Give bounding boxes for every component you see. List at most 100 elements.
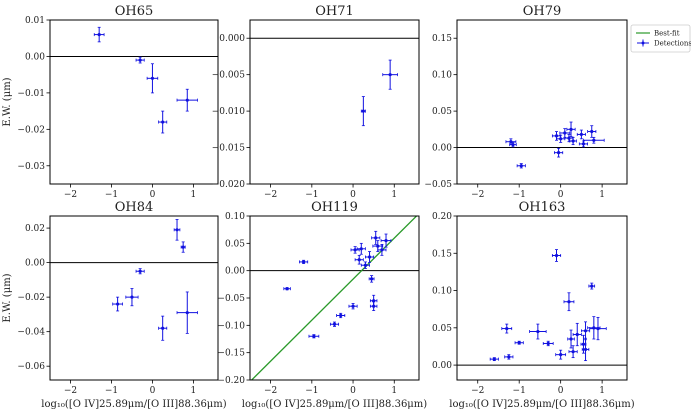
data-point-oh119-15	[371, 230, 381, 245]
y-tick-label-oh84-2: −0.02	[17, 293, 45, 303]
x-axis-label-oh84: log₁₀([O IV]25.89μm/[O III]88.36μm)	[41, 399, 227, 410]
x-tick-label-oh65-0: −2	[64, 190, 77, 200]
axes-frame-oh84	[49, 215, 219, 381]
data-point-oh163-14	[581, 337, 590, 362]
panel-title-oh119: OH119	[311, 200, 358, 215]
data-point-oh119-16	[372, 240, 384, 252]
axes-frame-oh163	[456, 215, 628, 381]
panel-title-oh84: OH84	[115, 200, 154, 215]
x-tick-label-oh163-0: −2	[471, 386, 484, 396]
data-point-oh65-1	[93, 26, 105, 43]
x-tick-label-oh79-3: 1	[599, 190, 605, 200]
x-axis-label-oh119: log₁₀([O IV]25.89μm/[O III]88.36μm)	[242, 399, 428, 410]
data-point-oh79-3	[516, 163, 526, 169]
y-tick-label-oh65-3: −0.02	[17, 125, 45, 135]
x-tick-label-oh84-1: −1	[105, 386, 118, 396]
y-tick-label-oh119-6: −0.20	[217, 376, 245, 386]
y-tick-label-oh71-1: −0.005	[212, 71, 246, 81]
y-tick-label-oh65-0: 0.01	[25, 16, 45, 26]
data-point-oh163-16	[588, 282, 596, 290]
y-tick-label-oh79-4: −0.05	[424, 180, 452, 190]
x-tick-label-oh163-1: −1	[513, 386, 526, 396]
x-tick-label-oh84-2: 0	[150, 386, 156, 396]
legend: Best-fit Detections	[630, 24, 691, 53]
y-tick-label-oh84-1: 0.00	[25, 259, 45, 269]
data-point-oh119-8	[354, 254, 364, 265]
data-point-oh84-4	[158, 315, 168, 341]
y-tick-label-oh119-4: −0.10	[217, 321, 245, 331]
best-fit-line-oh119	[250, 216, 418, 380]
data-point-oh84-6	[180, 241, 186, 253]
axes-frame-oh79	[456, 19, 628, 185]
panel-title-oh79: OH79	[523, 4, 562, 19]
data-point-oh71-2	[382, 59, 398, 90]
x-tick-label-oh119-1: −1	[305, 386, 318, 396]
y-tick-label-oh65-1: 0.00	[25, 52, 45, 62]
x-tick-label-oh71-3: 1	[391, 190, 397, 200]
panel-oh84: OH84 −2 −1 0 1 0.02 0.00 −0.02 −0.04 −0.06 log₁₀([…	[2, 200, 227, 410]
x-tick-label-oh71-0: −2	[264, 190, 277, 200]
x-tick-label-oh79-1: −1	[513, 190, 526, 200]
y-tick-label-oh79-0: 0.15	[432, 34, 452, 44]
y-tick-label-oh71-2: −0.010	[212, 107, 246, 117]
data-point-oh79-5	[554, 147, 564, 158]
y-tick-label-oh119-3: −0.05	[217, 294, 245, 304]
x-tick-label-oh65-1: −1	[105, 190, 118, 200]
y-tick-label-oh119-1: 0.05	[225, 239, 245, 249]
panel-oh163: OH163 −2 −1 0 1 0.20 0.15 0.10 0.05 0.00 log₁₀([O …	[432, 200, 635, 410]
panel-oh65: OH65 −2 −1 0 1 0.01 0.00 −0.01 −0.02 −0.03 E.W. (μ…	[2, 4, 219, 200]
y-tick-label-oh79-3: 0.00	[432, 144, 452, 154]
data-point-oh163-2	[501, 323, 513, 334]
legend-fit-label: Best-fit	[654, 30, 680, 38]
data-point-oh163-13	[580, 334, 587, 354]
data-point-oh119-17	[377, 244, 387, 256]
data-point-oh163-18	[589, 316, 607, 341]
panel-title-oh163: OH163	[519, 200, 566, 215]
data-point-oh163-15	[580, 321, 591, 341]
data-point-oh119-4	[329, 321, 340, 327]
panels-group: OH65 −2 −1 0 1 0.01 0.00 −0.01 −0.02 −0.03 E.W. (μ…	[2, 4, 635, 410]
x-tick-label-oh71-1: −1	[305, 190, 318, 200]
y-tick-label-oh163-1: 0.15	[432, 249, 452, 259]
legend-detection-swatch	[637, 39, 649, 47]
panel-oh119: OH119 −2 −1 0 1 0.10 0.05 0.00 −0.05 −0.10 −0.15 −0…	[217, 200, 427, 410]
y-tick-label-oh163-0: 0.20	[432, 212, 452, 222]
data-point-oh163-1	[489, 357, 499, 362]
y-tick-label-oh79-2: 0.05	[432, 107, 452, 117]
y-tick-label-oh79-1: 0.10	[432, 71, 452, 81]
data-point-oh163-9	[563, 292, 575, 312]
data-point-oh163-5	[529, 323, 547, 340]
y-tick-label-oh163-4: 0.00	[432, 361, 452, 371]
x-tick-label-oh119-3: 1	[391, 386, 397, 396]
data-point-oh163-4	[514, 340, 524, 345]
data-point-oh163-6	[542, 340, 554, 347]
y-tick-label-oh119-0: 0.10	[225, 212, 245, 222]
y-tick-label-oh71-4: −0.020	[212, 180, 246, 190]
data-point-oh119-12	[368, 275, 375, 283]
data-point-oh119-3	[308, 334, 320, 339]
axes-frame-oh65	[49, 19, 219, 185]
data-point-oh163-8	[555, 349, 567, 360]
data-point-oh119-14	[369, 301, 378, 311]
data-point-oh79-13	[587, 125, 597, 138]
data-point-oh119-2	[299, 259, 309, 264]
data-point-oh163-11	[568, 345, 578, 359]
panel-title-oh71: OH71	[315, 4, 354, 19]
y-tick-label-oh65-2: −0.01	[17, 89, 45, 99]
data-point-oh84-1	[112, 296, 123, 312]
legend-detections-label: Detections	[654, 40, 691, 48]
data-point-oh163-12	[572, 322, 582, 347]
data-point-oh163-7	[551, 249, 562, 262]
axes-frame-oh71	[249, 19, 420, 185]
data-point-oh119-1	[283, 287, 291, 291]
x-tick-label-oh119-0: −2	[264, 386, 277, 396]
data-point-oh119-5	[336, 312, 346, 319]
y-tick-label-oh119-2: 0.00	[225, 267, 245, 277]
legend-box	[630, 24, 691, 53]
y-axis-label-oh65: E.W. (μm)	[2, 77, 13, 126]
data-point-oh163-10	[567, 329, 575, 349]
y-tick-label-oh65-4: −0.03	[17, 162, 45, 172]
panel-oh79: OH79 −2 −1 0 1 0.15 0.10 0.05 0.00 −0.05	[424, 4, 628, 200]
y-tick-label-oh71-3: −0.015	[212, 144, 246, 154]
